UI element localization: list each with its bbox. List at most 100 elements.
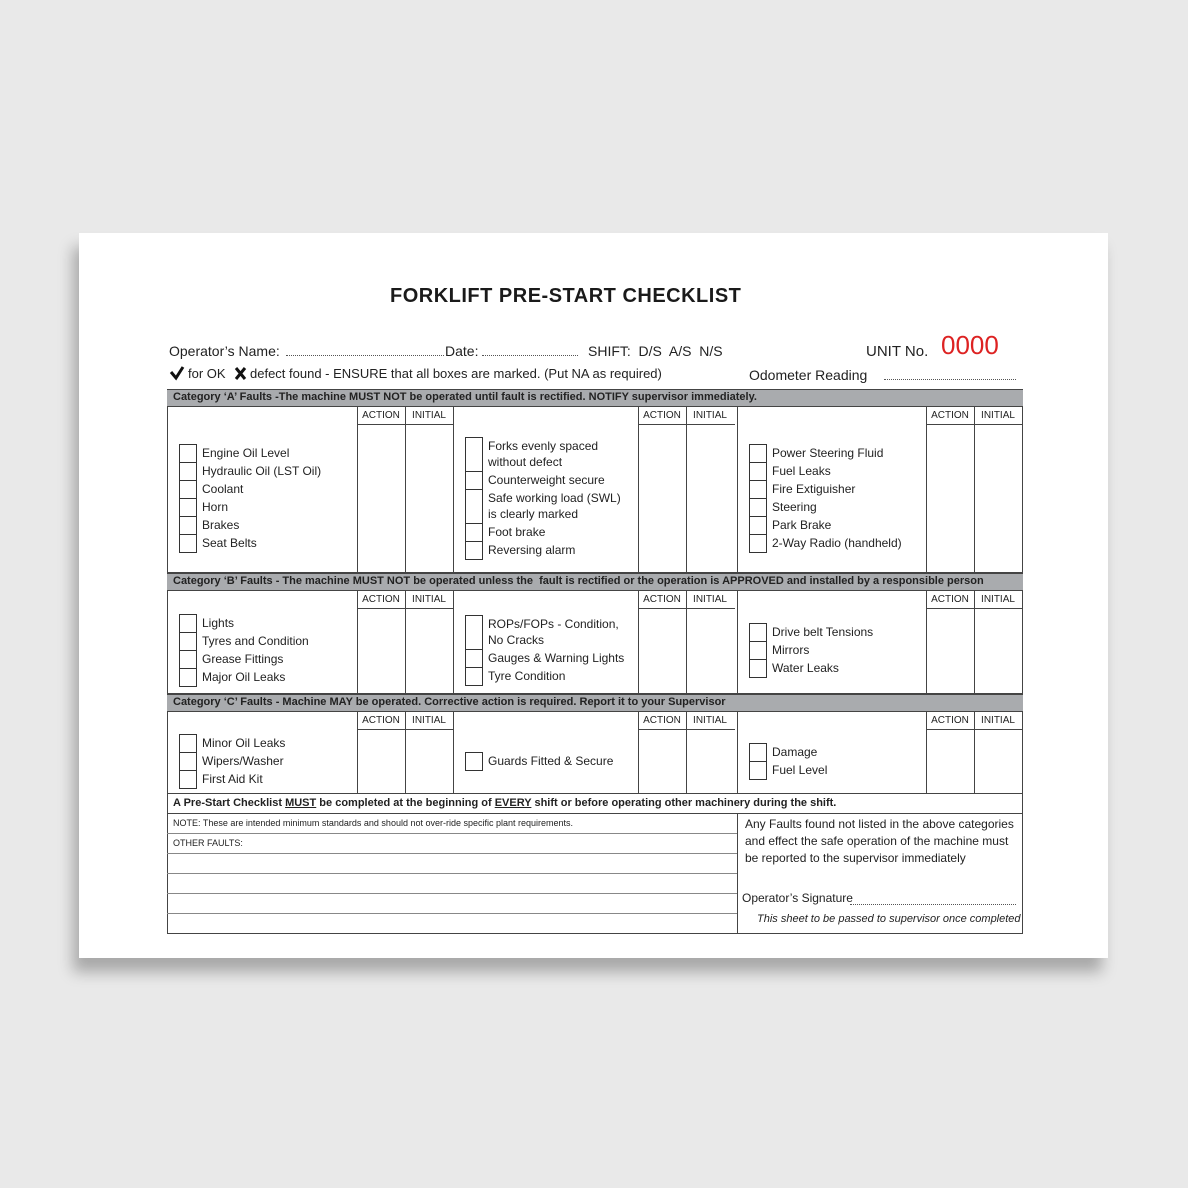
column-header: ACTION — [931, 594, 969, 605]
column-line — [453, 591, 454, 693]
checklist-item: Steering — [772, 499, 817, 514]
checkbox — [179, 443, 197, 463]
checkbox — [749, 742, 767, 762]
column-header: INITIAL — [693, 410, 727, 421]
row-line — [167, 913, 737, 914]
column-header-line — [357, 729, 454, 730]
column-header: ACTION — [931, 410, 969, 421]
checklist-item: Counterweight secure — [488, 472, 605, 487]
row-line — [167, 893, 737, 894]
dotted-line — [482, 355, 578, 356]
paper — [79, 233, 1108, 958]
checkbox — [749, 659, 767, 678]
checkbox — [179, 650, 197, 669]
rule-text: be completed at the beginning of — [316, 797, 495, 809]
checkbox — [465, 751, 483, 771]
checkbox — [749, 641, 767, 660]
checklist-item: Guards Fitted & Secure — [488, 753, 614, 768]
checkbox — [179, 461, 197, 481]
checklist-item: 2-Way Radio (handheld) — [772, 535, 902, 550]
section-border — [167, 793, 1023, 794]
checkbox — [179, 751, 197, 771]
checklist-item: Park Brake — [772, 517, 832, 532]
checkbox — [179, 479, 197, 499]
checkbox — [749, 479, 767, 499]
column-header: INITIAL — [412, 410, 446, 421]
column-header: INITIAL — [693, 594, 727, 605]
checklist-item: Water Leaks — [772, 661, 839, 675]
footer-rule: A Pre-Start Checklist MUST be completed … — [173, 797, 836, 809]
column-line — [974, 591, 975, 693]
checklist-item: Power Steering Fluid — [772, 445, 884, 460]
category-heading: Category ‘C’ Faults - Machine MAY be ope… — [173, 696, 726, 708]
checkbox — [465, 470, 483, 490]
column-line — [737, 591, 738, 693]
column-header-line — [638, 729, 735, 730]
column-header-line — [926, 608, 1023, 609]
row-line — [167, 873, 737, 874]
checklist-item: Forks evenly spaced without defect — [488, 438, 599, 469]
column-line — [926, 712, 927, 793]
checkbox — [465, 615, 483, 650]
column-header-line — [357, 608, 454, 609]
checklist-item: Reversing alarm — [488, 542, 576, 557]
category-heading: Category ‘A’ Faults -The machine MUST NO… — [173, 391, 757, 403]
column-line — [357, 591, 358, 693]
column-header: ACTION — [643, 715, 681, 726]
column-line — [405, 407, 406, 572]
checkbox — [465, 436, 483, 472]
column-header-line — [638, 424, 735, 425]
odometer-label: Odometer Reading — [749, 367, 868, 383]
column-header-line — [638, 608, 735, 609]
column-line — [357, 407, 358, 572]
checklist-item: Grease Fittings — [202, 652, 284, 666]
checklist-item: ROPs/FOPs - Condition, No Cracks — [488, 617, 619, 647]
column-header: ACTION — [643, 410, 681, 421]
rule-text: shift or before operating other machiner… — [531, 797, 837, 809]
checklist-item: Minor Oil Leaks — [202, 735, 286, 750]
column-line — [357, 712, 358, 793]
operator-label: Operator’s Name: — [169, 343, 280, 359]
column-line — [686, 591, 687, 693]
checklist-item: Fire Extiguisher — [772, 481, 856, 496]
checklist-item: Brakes — [202, 517, 240, 532]
column-line — [974, 407, 975, 572]
checkbox — [179, 668, 197, 687]
date-label: Date: — [445, 343, 479, 359]
column-line — [737, 407, 738, 572]
column-header: INITIAL — [412, 594, 446, 605]
checklist-item: Tyre Condition — [488, 669, 566, 683]
column-header-line — [926, 424, 1023, 425]
checkbox — [179, 769, 197, 789]
column-line — [638, 407, 639, 572]
column-header: ACTION — [362, 594, 400, 605]
checkbox — [179, 533, 197, 553]
checklist-item: Fuel Leaks — [772, 463, 831, 478]
any-faults: Any Faults found not listed in the above… — [745, 817, 1014, 865]
checkbox — [749, 461, 767, 481]
column-line — [926, 407, 927, 572]
checkbox — [749, 497, 767, 517]
checkbox — [179, 614, 197, 633]
checkbox — [749, 533, 767, 553]
column-header: INITIAL — [412, 715, 446, 726]
checkbox — [465, 488, 483, 524]
checkbox — [179, 632, 197, 651]
column-line — [686, 712, 687, 793]
rule-text: EVERY — [494, 797, 532, 809]
dotted-line — [286, 355, 444, 356]
section-border — [167, 572, 1023, 573]
column-line — [686, 407, 687, 572]
column-line — [638, 591, 639, 693]
column-header: INITIAL — [693, 715, 727, 726]
unit-number: 0000 — [941, 330, 999, 360]
column-header-line — [357, 424, 454, 425]
checklist-item: Hydraulic Oil (LST Oil) — [202, 463, 322, 478]
column-header: INITIAL — [981, 715, 1015, 726]
checkbox — [749, 443, 767, 463]
column-line — [737, 712, 738, 793]
column-header: ACTION — [362, 715, 400, 726]
checkbox — [179, 497, 197, 517]
column-header: INITIAL — [981, 410, 1015, 421]
checklist-item: Major Oil Leaks — [202, 670, 286, 684]
